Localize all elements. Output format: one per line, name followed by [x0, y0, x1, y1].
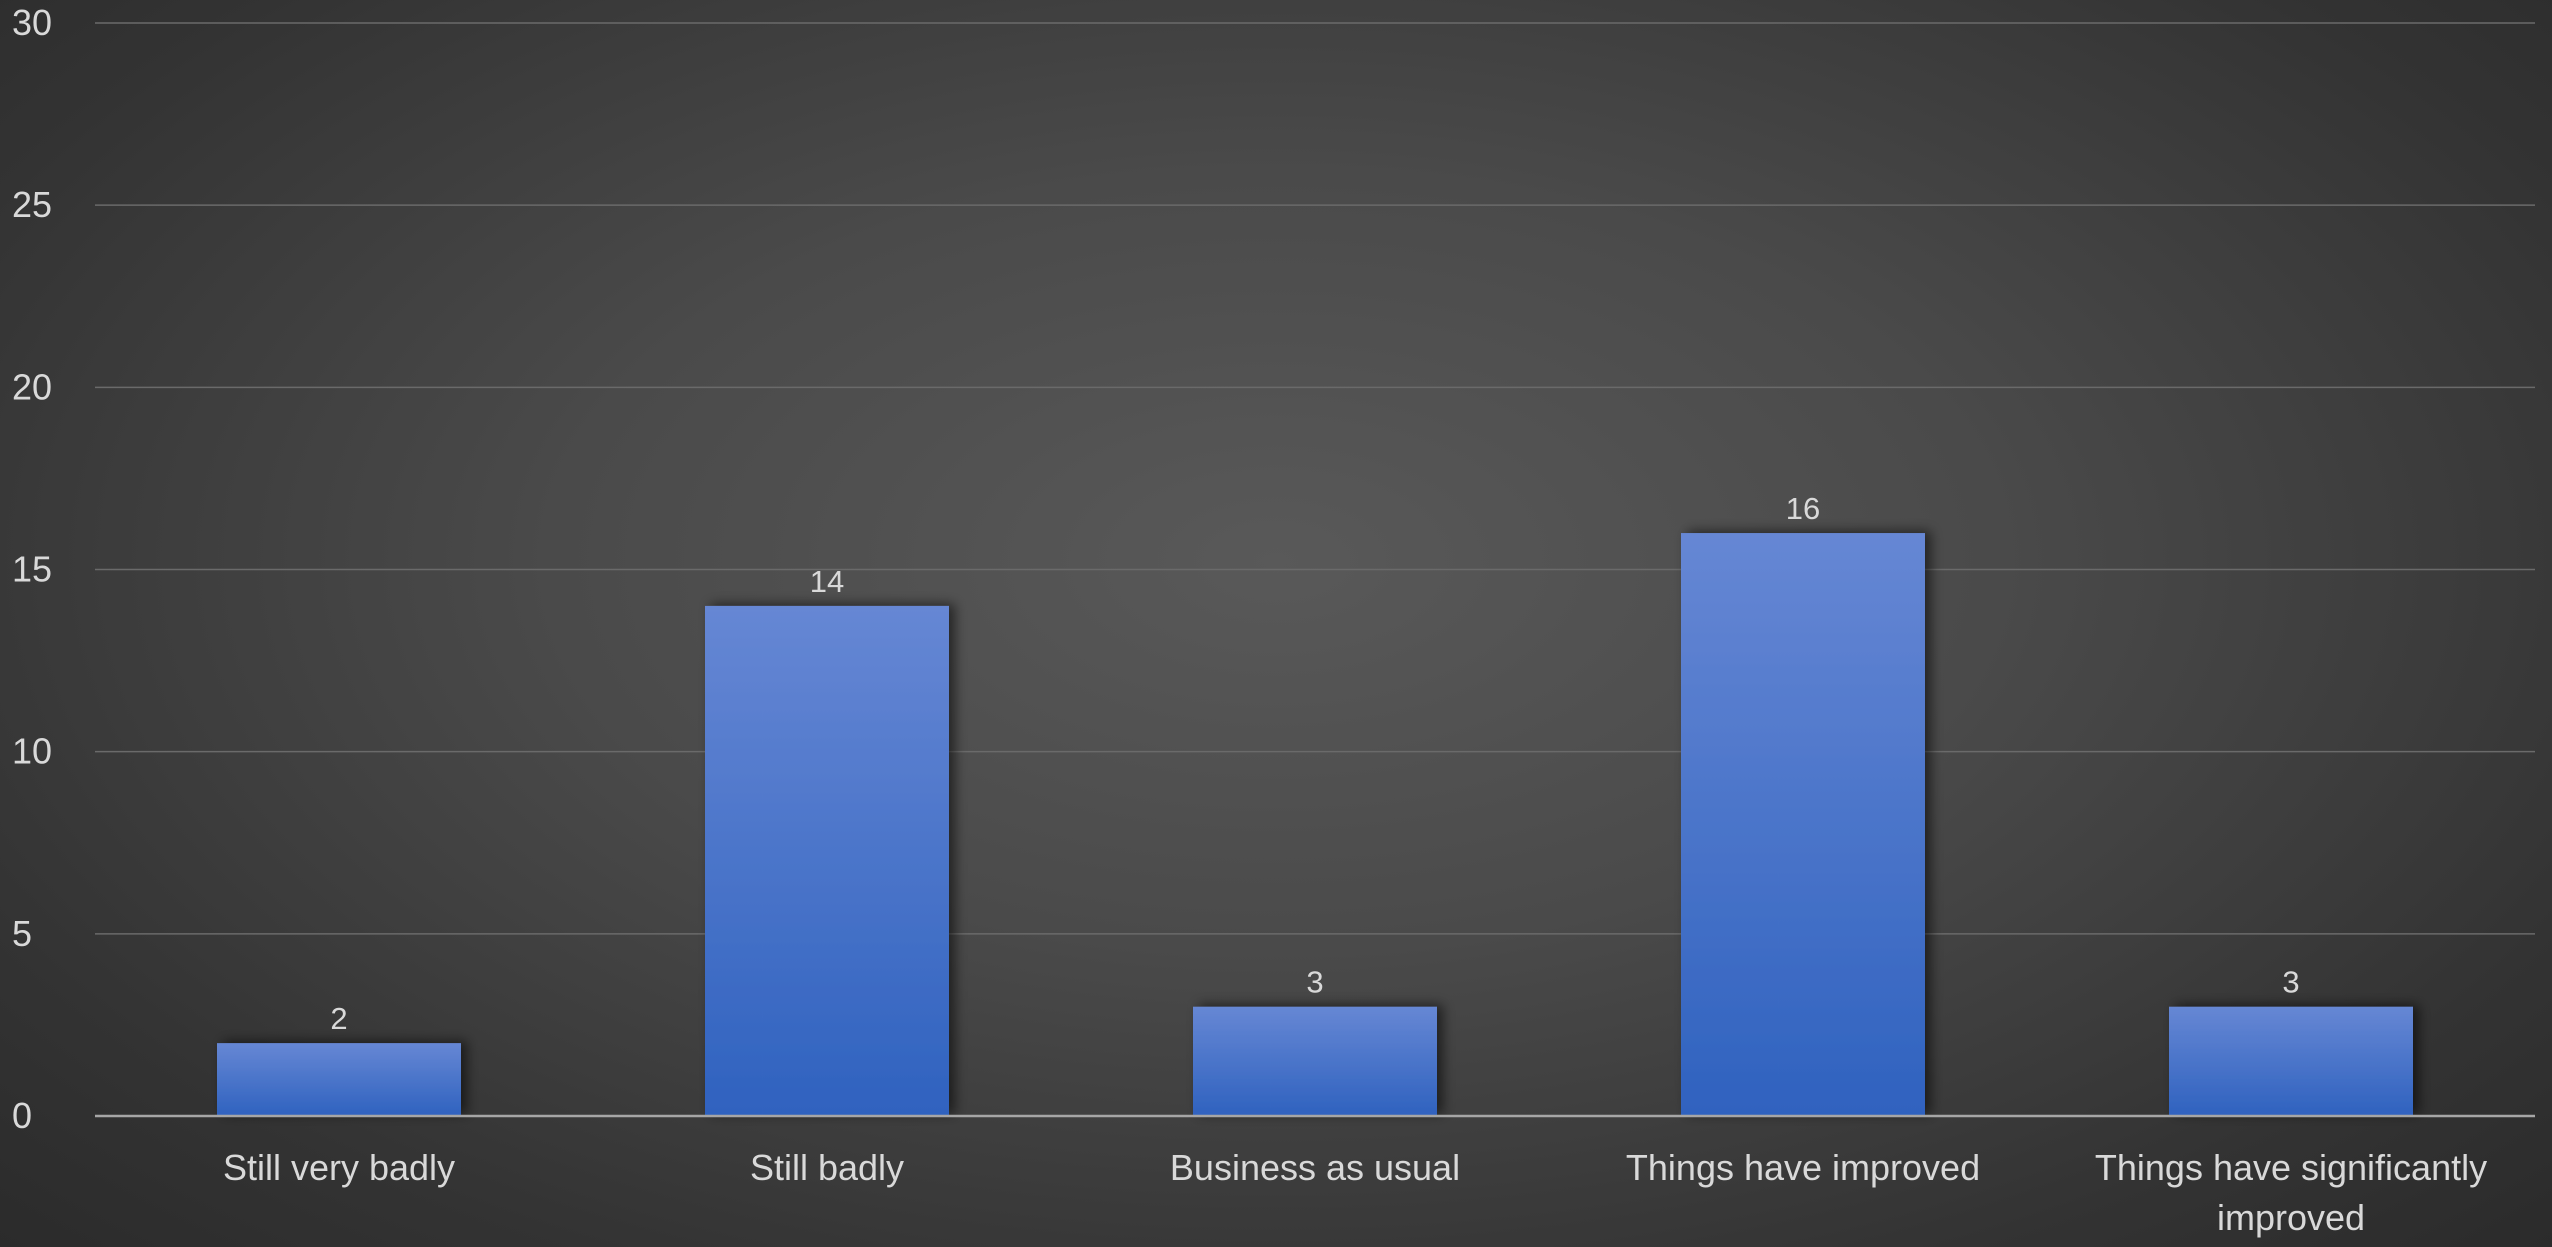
- y-tick-label: 15: [12, 549, 52, 590]
- data-label: 3: [1306, 965, 1323, 1000]
- x-category-label: Still badly: [750, 1147, 904, 1188]
- y-tick-label: 0: [12, 1095, 32, 1136]
- data-label: 2: [330, 1001, 347, 1036]
- data-label: 16: [1786, 491, 1820, 526]
- x-category-label: Business as usual: [1170, 1147, 1460, 1188]
- bar: [217, 1043, 461, 1116]
- bar: [2169, 1006, 2413, 1116]
- bars: [217, 533, 2413, 1116]
- bar: [1681, 533, 1925, 1116]
- x-category-label: Things have improved: [1626, 1147, 1980, 1188]
- y-tick-label: 30: [12, 2, 52, 43]
- x-category-label: Things have significantly improved: [2095, 1147, 2487, 1238]
- y-tick-label: 10: [12, 731, 52, 772]
- y-tick-label: 25: [12, 184, 52, 225]
- data-label: 3: [2282, 965, 2299, 1000]
- y-tick-label: 5: [12, 913, 32, 954]
- bar: [705, 605, 949, 1116]
- data-labels: 2 14 3 16 3: [330, 491, 2299, 1036]
- x-axis-category-labels: Still very badly Still badly Business as u…: [223, 1147, 2487, 1238]
- y-tick-label: 20: [12, 366, 52, 407]
- x-category-label: Still very badly: [223, 1147, 455, 1188]
- data-label: 14: [810, 564, 844, 599]
- bar: [1193, 1006, 1437, 1116]
- y-axis-tick-labels: 0 5 10 15 20 25 30: [12, 2, 52, 1136]
- gridlines: [95, 22, 2535, 935]
